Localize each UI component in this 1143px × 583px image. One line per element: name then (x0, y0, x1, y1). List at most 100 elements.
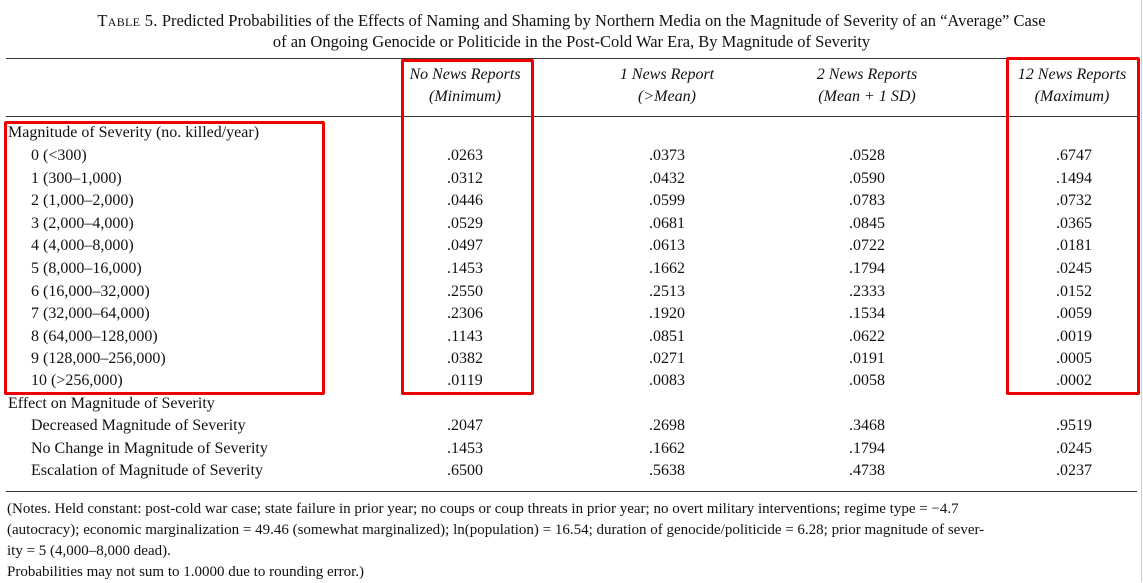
row-label: Decreased Magnitude of Severity (31, 417, 246, 434)
highlight-box-no-news-column (401, 59, 534, 395)
cell-value: .0312 (447, 170, 483, 187)
notes-line-3: ity = 5 (4,000–8,000 dead). (7, 543, 171, 559)
column-header-no-news-sub: (Minimum) (429, 88, 501, 105)
column-header-no-news-title: No News Reports (409, 66, 521, 83)
cell-value: .0432 (649, 170, 685, 187)
cell-value: .0845 (849, 215, 885, 232)
row-label: Escalation of Magnitude of Severity (31, 462, 263, 479)
highlight-box-row-labels (4, 121, 325, 395)
cell-value: .0722 (849, 237, 885, 254)
table-notes: (Notes. Held constant: post-cold war cas… (7, 499, 1137, 583)
cell-value: .0783 (849, 192, 885, 209)
cell-value: .0681 (649, 215, 685, 232)
column-header-2-news-title: 2 News Reports (816, 66, 918, 83)
cell-value: .0590 (849, 170, 885, 187)
cell-value: .6500 (447, 462, 483, 479)
row-label: 0 (<300) (31, 147, 87, 164)
cell-value: .0191 (849, 350, 885, 367)
cell-value: .1662 (649, 440, 685, 457)
cell-value: .1453 (447, 440, 483, 457)
cell-value: .0851 (649, 328, 685, 345)
notes-line-1: (Notes. Held constant: post-cold war cas… (7, 501, 959, 517)
column-header-2-news-sub: (Mean + 1 SD) (818, 88, 916, 105)
bottom-rule (6, 491, 1137, 492)
column-header-12-news-title: 12 News Reports (1017, 66, 1127, 83)
cell-value: .0373 (649, 147, 685, 164)
caption-title-part-1: Predicted Probabilities of the Effects o… (161, 11, 1046, 30)
row-label: No Change in Magnitude of Severity (31, 440, 268, 457)
column-header-1-news-sub: (>Mean) (638, 88, 696, 105)
row-label: 4 (4,000–8,000) (31, 237, 134, 254)
cell-value: .0152 (1056, 283, 1092, 300)
cell-value: .1494 (1056, 170, 1092, 187)
cell-value: .0181 (1056, 237, 1092, 254)
row-label: 10 (>256,000) (31, 372, 123, 389)
cell-value: .1920 (649, 305, 685, 322)
cell-value: .0622 (849, 328, 885, 345)
cell-value: .0365 (1056, 215, 1092, 232)
row-label: 8 (64,000–128,000) (31, 328, 158, 345)
table-caption: Table 5. Predicted Probabilities of the … (0, 10, 1143, 52)
caption-title-part-2: of an Ongoing Genocide or Politicide in … (272, 32, 871, 51)
cell-value: .0732 (1056, 192, 1092, 209)
cell-value: .1794 (849, 260, 885, 277)
cell-value: .0119 (447, 372, 483, 389)
highlight-box-max-news-column (1006, 57, 1140, 395)
row-label: 2 (1,000–2,000) (31, 192, 134, 209)
cell-value: .0271 (649, 350, 685, 367)
cell-value: .9519 (1056, 417, 1092, 434)
caption-line-1: Table 5. Predicted Probabilities of the … (0, 10, 1143, 31)
cell-value: .2513 (649, 283, 685, 300)
cell-value: .0599 (649, 192, 685, 209)
cell-value: .2306 (447, 305, 483, 322)
cell-value: .0059 (1056, 305, 1092, 322)
cell-value: .0083 (649, 372, 685, 389)
cell-value: .0529 (447, 215, 483, 232)
caption-table-label: Table 5. (97, 11, 158, 30)
header-rule (6, 116, 1137, 117)
row-label: 9 (128,000–256,000) (31, 350, 166, 367)
cell-value: .1143 (447, 328, 483, 345)
cell-value: .1794 (849, 440, 885, 457)
row-label: 7 (32,000–64,000) (31, 305, 150, 322)
section-heading-magnitude: Magnitude of Severity (no. killed/year) (8, 124, 260, 141)
page-edge-divider (1141, 0, 1142, 582)
column-header-2-news: 2 News Reports (Mean + 1 SD) (792, 64, 942, 108)
cell-value: .2333 (849, 283, 885, 300)
cell-value: .0245 (1056, 440, 1092, 457)
row-label: 1 (300–1,000) (31, 170, 122, 187)
cell-value: .2698 (649, 417, 685, 434)
column-header-12-news-sub: (Maximum) (1034, 88, 1110, 105)
row-label: 5 (8,000–16,000) (31, 260, 142, 277)
cell-value: .1453 (447, 260, 483, 277)
cell-value: .2550 (447, 283, 483, 300)
row-label: 3 (2,000–4,000) (31, 215, 134, 232)
row-label: 6 (16,000–32,000) (31, 283, 150, 300)
cell-value: .0263 (447, 147, 483, 164)
cell-value: .1534 (849, 305, 885, 322)
notes-line-2: (autocracy); economic marginalization = … (7, 522, 985, 538)
cell-value: .4738 (849, 462, 885, 479)
cell-value: .3468 (849, 417, 885, 434)
column-header-no-news: No News Reports (Minimum) (390, 64, 540, 108)
top-rule (6, 58, 1137, 59)
cell-value: .5638 (649, 462, 685, 479)
cell-value: .0446 (447, 192, 483, 209)
cell-value: .0613 (649, 237, 685, 254)
cell-value: .0382 (447, 350, 483, 367)
cell-value: .6747 (1056, 147, 1092, 164)
cell-value: .0005 (1056, 350, 1092, 367)
column-header-1-news: 1 News Report (>Mean) (592, 64, 742, 108)
cell-value: .0528 (849, 147, 885, 164)
cell-value: .2047 (447, 417, 483, 434)
section-heading-effect: Effect on Magnitude of Severity (8, 395, 215, 412)
notes-line-4: Probabilities may not sum to 1.0000 due … (7, 564, 365, 580)
cell-value: .1662 (649, 260, 685, 277)
cell-value: .0245 (1056, 260, 1092, 277)
cell-value: .0019 (1056, 328, 1092, 345)
column-header-1-news-title: 1 News Report (619, 66, 715, 83)
cell-value: .0237 (1056, 462, 1092, 479)
column-header-12-news: 12 News Reports (Maximum) (997, 64, 1143, 108)
cell-value: .0497 (447, 237, 483, 254)
